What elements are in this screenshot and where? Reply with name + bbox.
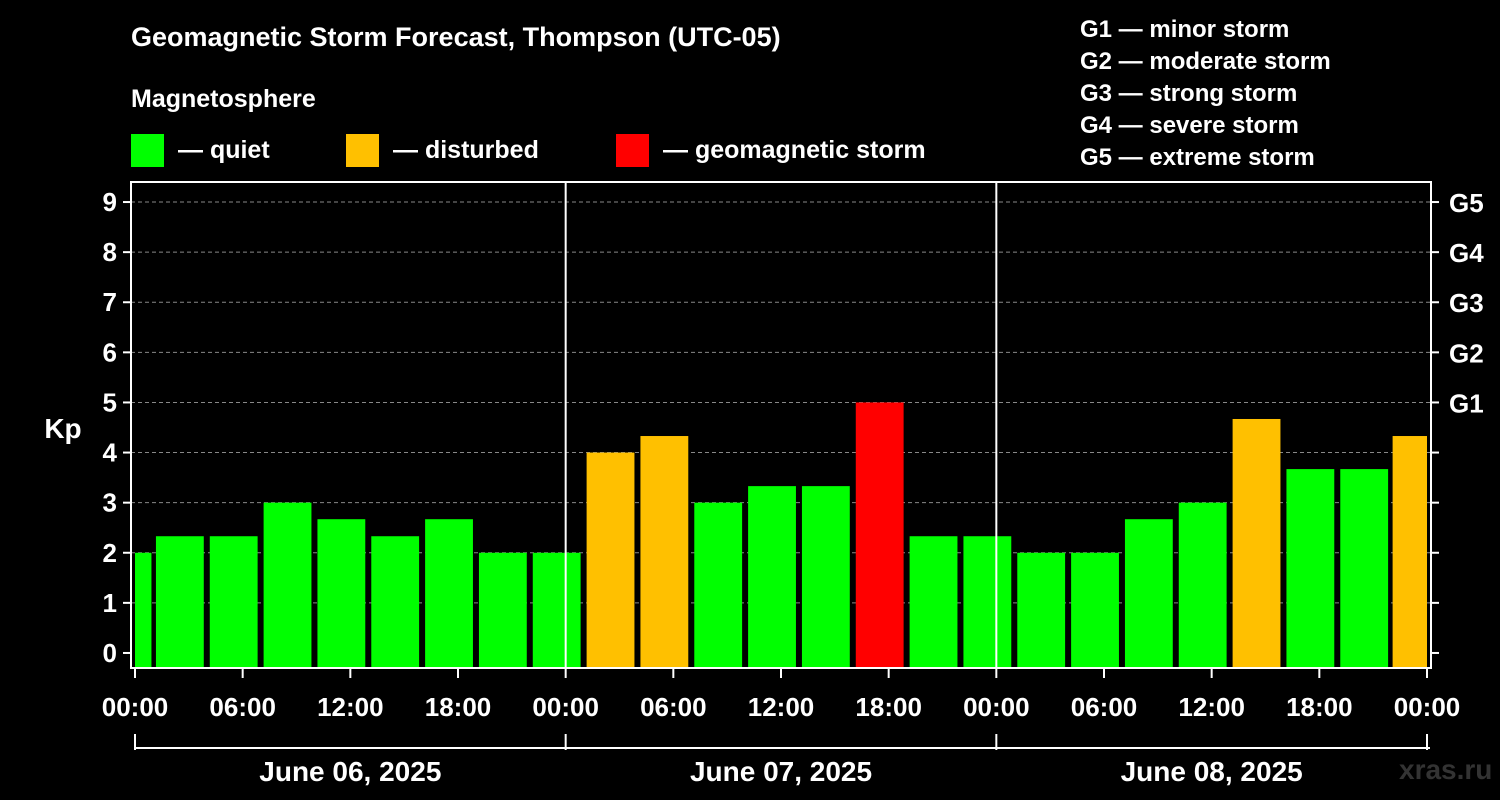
x-tick-label: 12:00 xyxy=(1178,692,1245,722)
bar-7 xyxy=(478,552,527,668)
bar-0 xyxy=(135,552,152,668)
bar-11 xyxy=(694,502,743,668)
day-label: June 08, 2025 xyxy=(1121,756,1303,787)
bar-16 xyxy=(963,536,1012,668)
x-tick-label: 00:00 xyxy=(102,692,169,722)
bar-5 xyxy=(371,536,420,668)
x-tick-label: 00:00 xyxy=(1394,692,1461,722)
g-scale-g4: G4 — severe storm xyxy=(1080,112,1299,139)
g-scale-legend: G1 — minor storm G2 — moderate storm G3 … xyxy=(1080,14,1331,174)
bar-6 xyxy=(425,519,473,668)
y-tick-label: 3 xyxy=(103,488,117,518)
g-axis-label: G2 xyxy=(1449,338,1484,368)
bar-2 xyxy=(209,536,258,668)
bar-23 xyxy=(1340,469,1389,668)
watermark: xras.ru xyxy=(1399,754,1493,785)
bar-4 xyxy=(317,519,366,668)
x-tick-label: 12:00 xyxy=(748,692,815,722)
bar-8 xyxy=(532,552,581,668)
y-tick-label: 4 xyxy=(103,438,118,468)
y-tick-label: 0 xyxy=(103,638,117,668)
g-scale-g2: G2 — moderate storm xyxy=(1080,48,1331,75)
x-tick-label: 12:00 xyxy=(317,692,384,722)
y-tick-label: 7 xyxy=(103,287,117,317)
bar-10 xyxy=(640,436,689,668)
x-tick-label: 18:00 xyxy=(855,692,922,722)
legend-item-disturbed: — disturbed xyxy=(346,133,539,167)
legend-item-storm: — geomagnetic storm xyxy=(616,133,926,167)
g-scale-g1: G1 — minor storm xyxy=(1080,16,1290,43)
y-tick-label: 6 xyxy=(103,337,117,367)
legend-label-storm: — geomagnetic storm xyxy=(663,135,926,164)
y-tick-label: 8 xyxy=(103,237,117,267)
bar-21 xyxy=(1232,418,1281,668)
x-tick-label: 00:00 xyxy=(532,692,599,722)
bar-14 xyxy=(855,402,904,668)
day-label: June 07, 2025 xyxy=(690,756,872,787)
chart-title: Geomagnetic Storm Forecast, Thompson (UT… xyxy=(131,22,781,52)
bar-13 xyxy=(801,486,850,668)
x-tick-label: 06:00 xyxy=(640,692,707,722)
g-axis-label: G5 xyxy=(1449,188,1484,218)
g-scale-g3: G3 — strong storm xyxy=(1080,80,1298,107)
x-tick-label: 18:00 xyxy=(425,692,492,722)
bar-12 xyxy=(748,486,796,668)
bar-9 xyxy=(586,452,635,668)
g-axis-label: G3 xyxy=(1449,288,1484,318)
y-tick-label: 1 xyxy=(103,588,117,618)
bar-19 xyxy=(1124,519,1173,668)
x-tick-label: 18:00 xyxy=(1286,692,1353,722)
legend-heading: Magnetosphere xyxy=(131,85,316,113)
bar-3 xyxy=(263,502,312,668)
legend-label-quiet: — quiet xyxy=(178,135,270,164)
x-tick-label: 06:00 xyxy=(1071,692,1138,722)
bar-1 xyxy=(155,536,204,668)
bar-22 xyxy=(1286,469,1335,668)
x-tick-label: 00:00 xyxy=(963,692,1030,722)
y-tick-label: 9 xyxy=(103,187,117,217)
bar-15 xyxy=(909,536,958,668)
bar-24 xyxy=(1392,436,1427,668)
y-axis-label: Kp xyxy=(44,413,81,444)
bar-18 xyxy=(1071,552,1119,668)
x-tick-label: 06:00 xyxy=(209,692,276,722)
g-axis-label: G1 xyxy=(1449,388,1484,418)
legend-swatch-quiet xyxy=(131,133,164,167)
legend-swatch-disturbed xyxy=(346,133,379,167)
day-label: June 06, 2025 xyxy=(259,756,441,787)
legend-item-quiet: — quiet xyxy=(131,133,270,167)
legend-swatch-storm xyxy=(616,133,649,167)
legend-label-disturbed: — disturbed xyxy=(393,135,539,164)
y-tick-label: 5 xyxy=(103,387,117,417)
bar-17 xyxy=(1017,552,1066,668)
g-scale-g5: G5 — extreme storm xyxy=(1080,144,1315,171)
bar-20 xyxy=(1178,502,1227,668)
g-axis-label: G4 xyxy=(1449,238,1484,268)
y-tick-label: 2 xyxy=(103,538,117,568)
